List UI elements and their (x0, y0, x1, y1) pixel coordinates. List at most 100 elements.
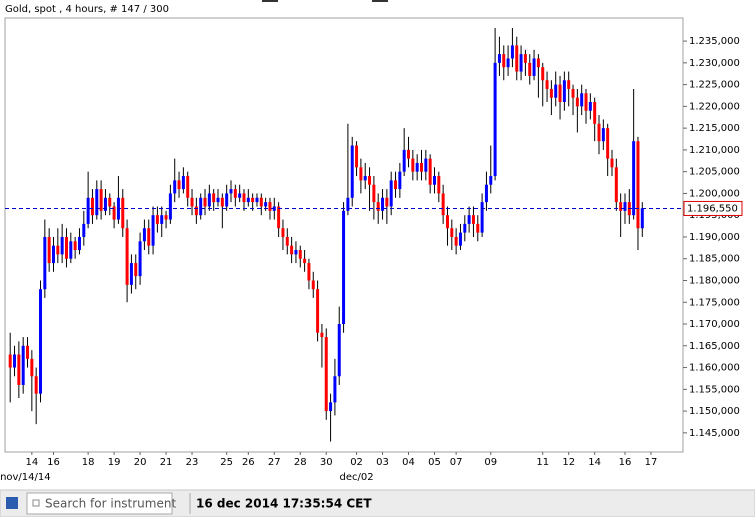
candle-body (30, 358, 34, 377)
candle-body (476, 223, 480, 233)
candle-body (203, 197, 207, 207)
candle-body (264, 202, 268, 207)
candle-body (220, 197, 224, 207)
candle-body (13, 354, 17, 368)
x-tick-label: 28 (294, 457, 307, 468)
candle-body (532, 58, 536, 76)
y-tick-label: 1.175,000 (689, 297, 740, 308)
candle-body (60, 236, 64, 255)
candle-body (43, 236, 47, 290)
x-tick-label: 21 (160, 457, 173, 468)
candle-body (523, 54, 527, 63)
x-tick-label: 14 (25, 457, 38, 468)
y-tick-label: 1.145,000 (689, 428, 740, 439)
candle-body (177, 180, 181, 190)
candle-body (623, 202, 627, 211)
candle-body (510, 45, 514, 59)
x-tick-label: 20 (134, 457, 147, 468)
candle-body (277, 206, 281, 229)
candle-body (181, 176, 185, 190)
candle-body (47, 236, 51, 264)
candle-body (519, 54, 523, 72)
candle-body (463, 223, 467, 233)
candle-body (64, 236, 68, 259)
candle-body (333, 376, 337, 403)
candle-body (562, 80, 566, 103)
candle-body (168, 193, 172, 220)
candle-body (437, 176, 441, 194)
candle-body (445, 215, 449, 229)
candle-body (238, 193, 242, 198)
x-tick-label: 09 (484, 457, 497, 468)
candle-body (588, 102, 592, 111)
candle-body (584, 93, 588, 111)
candle-body (285, 236, 289, 246)
y-tick-label: 1.215,000 (689, 123, 740, 134)
candle-body (324, 337, 328, 412)
y-tick-label: 1.205,000 (689, 167, 740, 178)
candle-body (355, 145, 359, 168)
search-icon (32, 499, 40, 507)
candle-body (142, 228, 146, 242)
candle-body (112, 206, 116, 220)
x-tick-label: 25 (220, 457, 233, 468)
candle-body (216, 197, 220, 203)
candle-body (558, 84, 562, 103)
candle-body (610, 158, 614, 168)
candle-body (419, 162, 423, 172)
candle-body (407, 149, 411, 159)
x-tick-label: 23 (186, 457, 199, 468)
top-tab (372, 0, 388, 2)
candle-body (506, 58, 510, 68)
candle-body (575, 97, 579, 107)
candle-body (320, 332, 324, 338)
x-tick-label: 02 (350, 457, 363, 468)
x-tick-label: 27 (268, 457, 281, 468)
y-tick-label: 1.210,000 (689, 145, 740, 156)
candle-body (233, 189, 237, 198)
candle-body (134, 263, 138, 277)
search-box[interactable] (26, 492, 173, 515)
candle-body (194, 206, 198, 216)
candle-body (545, 80, 549, 89)
candle-body (368, 176, 372, 185)
candle-body (471, 215, 475, 224)
instrument-icon[interactable] (6, 497, 18, 509)
candle-body (636, 141, 640, 229)
candle-body (99, 189, 103, 211)
candle-body (69, 241, 73, 259)
candle-body (389, 180, 393, 207)
candle-body (450, 228, 454, 237)
candle-body (398, 171, 402, 190)
candle-body (342, 210, 346, 325)
candle-body (484, 184, 488, 203)
candle-body (528, 62, 532, 76)
x-tick-label: 16 (47, 457, 60, 468)
candle-body (138, 241, 142, 277)
x-tick-label: 12 (562, 457, 575, 468)
y-tick-label: 1.150,000 (689, 406, 740, 417)
candle-body (606, 128, 610, 159)
candle-body (86, 197, 90, 224)
candle-body (614, 167, 618, 203)
candle-body (458, 232, 462, 246)
candle-body (536, 58, 540, 68)
candle-body (242, 193, 246, 203)
candle-body (502, 54, 506, 68)
candle-body (251, 197, 255, 203)
candle-body (186, 176, 190, 198)
candle-body (51, 245, 55, 264)
candle-body (497, 54, 501, 63)
candle-body (346, 197, 350, 211)
x-tick-label: 03 (376, 457, 389, 468)
y-tick-label: 1.230,000 (689, 58, 740, 69)
x-tick-label: 18 (82, 457, 95, 468)
candle-body (428, 158, 432, 185)
candle-body (56, 245, 60, 255)
candle-body (17, 354, 21, 385)
candle-body (489, 176, 493, 185)
x-tick-label: 14 (588, 457, 601, 468)
chart-title: Gold, spot , 4 hours, # 147 / 300 (5, 4, 169, 15)
last-price-label: 1.196,550 (687, 203, 738, 214)
candle-body (454, 236, 458, 246)
